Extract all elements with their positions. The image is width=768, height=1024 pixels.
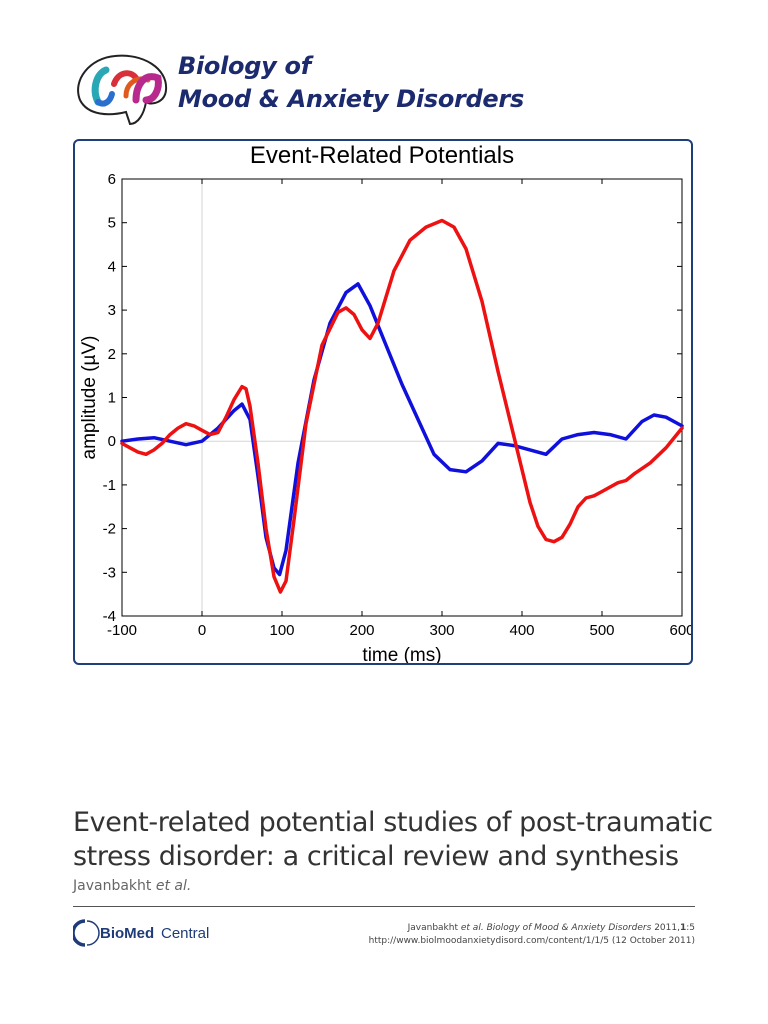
citation-author: Javanbakht (407, 923, 458, 933)
x-tick-label: -100 (107, 622, 137, 639)
x-tick-label: 200 (349, 622, 374, 639)
journal-title-line1: Biology of (178, 52, 311, 80)
citation-line2: http://www.biolmoodanxietydisord.com/con… (369, 935, 695, 948)
y-tick-label: 3 (108, 302, 116, 319)
biomed-central-logo-icon (73, 919, 100, 947)
biomed-name-bold: BioMed (100, 925, 154, 942)
journal-title: Biology of Mood & Anxiety Disorders (178, 50, 524, 116)
y-tick-label: 5 (108, 215, 116, 232)
x-tick-label: 600 (669, 622, 691, 639)
y-tick-label: -3 (103, 564, 116, 581)
y-tick-label: -1 (103, 477, 116, 494)
chart-title: Event-Related Potentials (250, 142, 514, 169)
author-name: Javanbakht (73, 878, 152, 894)
erp-chart: -4 -3 -2 -1 0 1 2 3 4 5 6 -100 0 100 200 300 400 500 600 Ev… (79, 142, 691, 663)
footer-divider (73, 906, 695, 907)
y-tick-label: 0 (108, 433, 116, 450)
figure-box: -4 -3 -2 -1 0 1 2 3 4 5 6 -100 0 100 200 300 400 500 600 Ev… (73, 139, 693, 665)
x-axis-label: time (ms) (362, 645, 441, 663)
citation-date: (12 October 2011) (611, 936, 695, 946)
article-title-line2: stress disorder: a critical review and s… (73, 841, 679, 872)
x-tick-label: 500 (589, 622, 614, 639)
journal-title-line2: Mood & Anxiety Disorders (178, 85, 524, 113)
plot-frame (121, 178, 683, 617)
citation-line1: Javanbakht et al. Biology of Mood & Anxi… (369, 922, 695, 935)
biomed-name-light: Central (161, 925, 209, 942)
citation-article-no: :5 (686, 923, 695, 933)
citation-volume: 1 (679, 923, 687, 933)
citation-journal: Biology of Mood & Anxiety Disorders (486, 923, 652, 933)
series-line-1 (120, 282, 684, 577)
series-line-2 (120, 218, 684, 594)
biomed-central-logo: BioMed Central (73, 919, 209, 947)
y-tick-label: 6 (108, 171, 116, 188)
x-tick-label: 0 (198, 622, 206, 639)
y-tick-label: 2 (108, 346, 116, 363)
x-tick-label: 100 (269, 622, 294, 639)
x-tick-label: 300 (429, 622, 454, 639)
citation-year: 2011, (654, 923, 680, 933)
article-title-line1: Event-related potential studies of post-… (73, 807, 713, 838)
citation-et-al: et al. (460, 923, 484, 933)
author-et-al: et al. (155, 878, 192, 894)
citation: Javanbakht et al. Biology of Mood & Anxi… (369, 922, 695, 948)
citation-url[interactable]: http://www.biolmoodanxietydisord.com/con… (368, 936, 609, 946)
y-tick-label: 4 (108, 258, 116, 275)
brain-logo-icon (77, 54, 168, 126)
y-tick-label: -2 (103, 521, 116, 538)
y-tick-label: -4 (103, 608, 116, 625)
x-tick-label: 400 (509, 622, 534, 639)
article-authors: Javanbakht et al. (73, 878, 191, 894)
y-axis-label: amplitude (µV) (79, 336, 100, 460)
article-title: Event-related potential studies of post-… (73, 806, 713, 874)
y-tick-label: 1 (108, 390, 116, 407)
